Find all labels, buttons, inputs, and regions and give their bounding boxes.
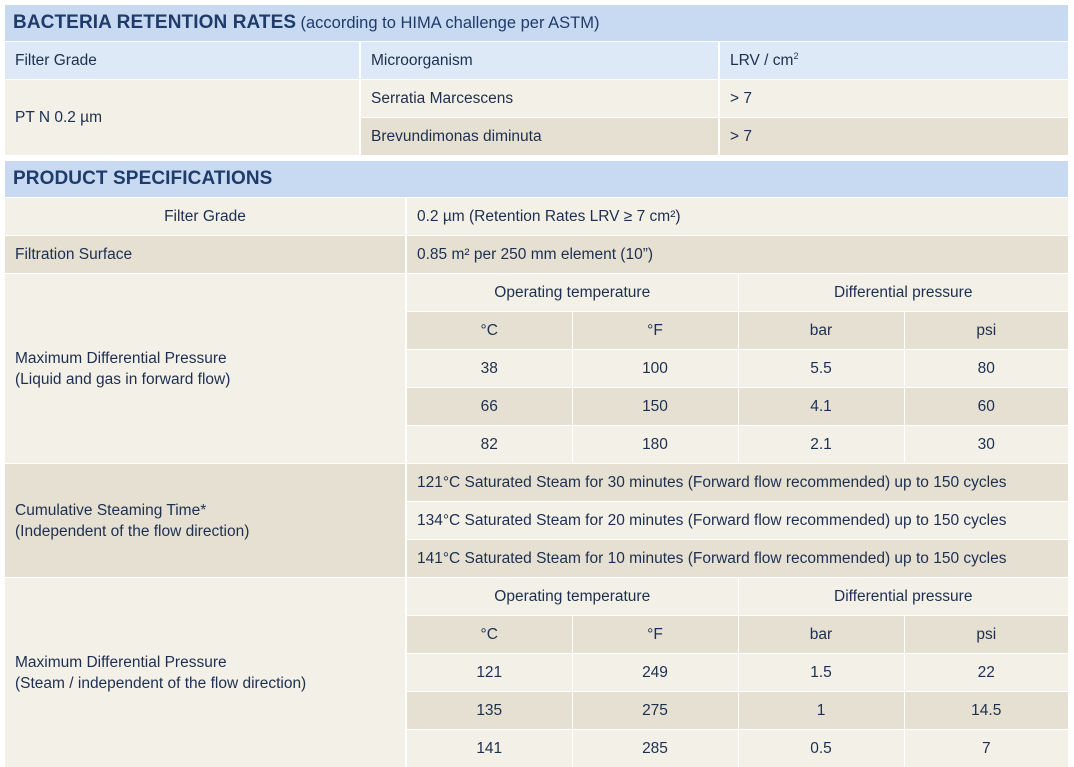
- header-filter-grade: Filter Grade: [5, 42, 360, 80]
- header-lrv-sup: 2: [793, 50, 798, 60]
- unit-bar: bar: [738, 312, 904, 350]
- value-cell: 135: [406, 692, 572, 730]
- value-cell: 0.5: [738, 730, 904, 767]
- group-differential-pressure: Differential pressure: [738, 578, 1068, 616]
- group-operating-temperature: Operating temperature: [406, 578, 738, 616]
- unit-fahrenheit: °F: [572, 312, 738, 350]
- spec-label-steaming: Cumulative Steaming Time* (Independent o…: [5, 464, 406, 578]
- specs-title: PRODUCT SPECIFICATIONS: [5, 161, 1068, 198]
- unit-celsius: °C: [406, 616, 572, 654]
- value-cell: 2.1: [738, 426, 904, 464]
- value-cell: 249: [572, 654, 738, 692]
- label-line: (Independent of the flow direction): [15, 523, 249, 540]
- steaming-line: 141°C Saturated Steam for 10 minutes (Fo…: [406, 540, 1068, 578]
- product-specifications-table: PRODUCT SPECIFICATIONS Filter Grade 0.2 …: [5, 161, 1068, 767]
- label-line: (Steam / independent of the flow directi…: [15, 675, 306, 692]
- value-cell: 285: [572, 730, 738, 767]
- header-lrv: LRV / cm2: [719, 42, 1068, 80]
- value-cell: 22: [904, 654, 1068, 692]
- value-cell: 60: [904, 388, 1068, 426]
- header-lrv-text: LRV / cm: [730, 52, 793, 69]
- steaming-line: 121°C Saturated Steam for 30 minutes (Fo…: [406, 464, 1068, 502]
- lrv-cell: > 7: [719, 118, 1068, 156]
- unit-psi: psi: [904, 312, 1068, 350]
- unit-psi: psi: [904, 616, 1068, 654]
- steaming-line: 134°C Saturated Steam for 20 minutes (Fo…: [406, 502, 1068, 540]
- value-cell: 5.5: [738, 350, 904, 388]
- specs-title-text: PRODUCT SPECIFICATIONS: [13, 168, 272, 189]
- organism-cell: Serratia Marcescens: [360, 80, 719, 118]
- unit-celsius: °C: [406, 312, 572, 350]
- spec-label-filter-grade: Filter Grade: [5, 198, 406, 236]
- bacteria-retention-table: BACTERIA RETENTION RATES (according to H…: [5, 5, 1068, 155]
- unit-fahrenheit: °F: [572, 616, 738, 654]
- value-cell: 82: [406, 426, 572, 464]
- group-operating-temperature: Operating temperature: [406, 274, 738, 312]
- value-cell: 38: [406, 350, 572, 388]
- value-cell: 275: [572, 692, 738, 730]
- label-line: Maximum Differential Pressure: [15, 654, 227, 671]
- spec-label-max-dp-steam: Maximum Differential Pressure (Steam / i…: [5, 578, 406, 767]
- header-microorganism: Microorganism: [360, 42, 719, 80]
- bacteria-title: BACTERIA RETENTION RATES (according to H…: [5, 5, 1068, 42]
- spec-label-filtration-surface: Filtration Surface: [5, 236, 406, 274]
- lrv-cell: > 7: [719, 80, 1068, 118]
- value-cell: 30: [904, 426, 1068, 464]
- value-cell: 4.1: [738, 388, 904, 426]
- value-cell: 100: [572, 350, 738, 388]
- value-cell: 1.5: [738, 654, 904, 692]
- spec-label-max-dp-liquid: Maximum Differential Pressure (Liquid an…: [5, 274, 406, 464]
- filter-grade-value: PT N 0.2 µm: [5, 80, 360, 156]
- value-cell: 14.5: [904, 692, 1068, 730]
- value-cell: 66: [406, 388, 572, 426]
- label-line: (Liquid and gas in forward flow): [15, 371, 230, 388]
- bacteria-subtitle: (according to HIMA challenge per ASTM): [301, 14, 600, 32]
- group-differential-pressure: Differential pressure: [738, 274, 1068, 312]
- spec-value-filtration-surface: 0.85 m² per 250 mm element (10”): [406, 236, 1068, 274]
- value-cell: 141: [406, 730, 572, 767]
- organism-cell: Brevundimonas diminuta: [360, 118, 719, 156]
- value-cell: 80: [904, 350, 1068, 388]
- label-line: Maximum Differential Pressure: [15, 350, 227, 367]
- spec-value-filter-grade: 0.2 µm (Retention Rates LRV ≥ 7 cm²): [406, 198, 1068, 236]
- value-cell: 150: [572, 388, 738, 426]
- value-cell: 7: [904, 730, 1068, 767]
- value-cell: 1: [738, 692, 904, 730]
- value-cell: 121: [406, 654, 572, 692]
- label-line: Cumulative Steaming Time*: [15, 502, 206, 519]
- unit-bar: bar: [738, 616, 904, 654]
- bacteria-title-text: BACTERIA RETENTION RATES: [13, 12, 296, 33]
- value-cell: 180: [572, 426, 738, 464]
